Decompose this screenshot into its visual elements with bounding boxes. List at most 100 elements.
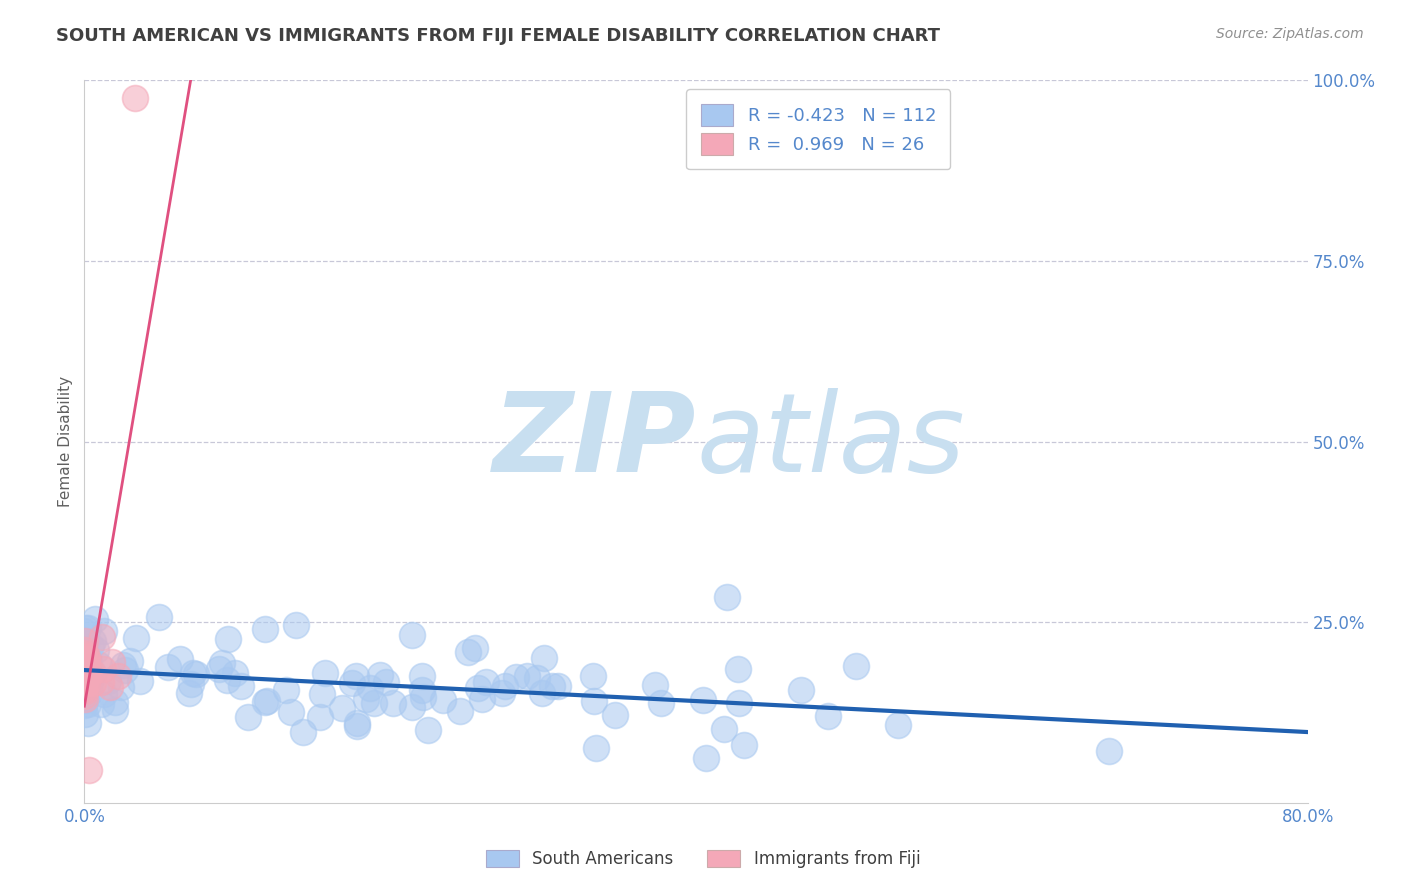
Point xyxy=(311,687,333,701)
Point xyxy=(77,664,100,678)
Point xyxy=(411,682,433,697)
Point xyxy=(75,691,97,706)
Point xyxy=(76,653,98,667)
Point xyxy=(91,662,114,676)
Point xyxy=(76,649,98,664)
Point xyxy=(73,648,96,663)
Point xyxy=(77,621,100,635)
Point xyxy=(845,659,868,673)
Point xyxy=(344,669,367,683)
Point xyxy=(125,631,148,645)
Point xyxy=(401,628,423,642)
Point xyxy=(75,674,97,689)
Point xyxy=(76,716,98,731)
Point xyxy=(90,698,112,712)
Point xyxy=(104,695,127,709)
Point xyxy=(231,679,253,693)
Point xyxy=(416,723,439,737)
Point xyxy=(582,669,605,683)
Point xyxy=(531,686,554,700)
Point xyxy=(254,695,277,709)
Point xyxy=(75,648,97,662)
Point xyxy=(82,676,104,690)
Point xyxy=(77,654,100,668)
Point xyxy=(547,679,569,693)
Point xyxy=(75,636,97,650)
Point xyxy=(98,680,121,694)
Point xyxy=(80,672,103,686)
Point xyxy=(84,643,107,657)
Point xyxy=(77,652,100,666)
Point xyxy=(184,667,207,681)
Point xyxy=(533,651,555,665)
Point xyxy=(346,716,368,731)
Point xyxy=(77,697,100,711)
Point xyxy=(93,624,115,638)
Y-axis label: Female Disability: Female Disability xyxy=(58,376,73,508)
Point xyxy=(73,693,96,707)
Legend: South Americans, Immigrants from Fiji: South Americans, Immigrants from Fiji xyxy=(479,843,927,875)
Point xyxy=(177,686,200,700)
Point xyxy=(692,693,714,707)
Point xyxy=(432,693,454,707)
Point xyxy=(585,741,607,756)
Point xyxy=(77,764,100,778)
Point xyxy=(77,673,100,687)
Point xyxy=(104,703,127,717)
Point xyxy=(101,655,124,669)
Point xyxy=(73,624,96,638)
Point xyxy=(215,673,238,688)
Point xyxy=(309,710,332,724)
Point xyxy=(374,675,396,690)
Point xyxy=(887,717,910,731)
Point xyxy=(363,696,385,710)
Point xyxy=(716,590,738,604)
Point xyxy=(217,632,239,647)
Point xyxy=(644,678,666,692)
Point xyxy=(148,610,170,624)
Point xyxy=(76,652,98,666)
Point xyxy=(97,674,120,689)
Point xyxy=(695,750,717,764)
Point xyxy=(111,657,134,672)
Point xyxy=(73,706,96,721)
Point xyxy=(727,662,749,676)
Point xyxy=(603,707,626,722)
Text: atlas: atlas xyxy=(696,388,965,495)
Point xyxy=(650,696,672,710)
Point xyxy=(118,654,141,668)
Point xyxy=(368,668,391,682)
Point xyxy=(526,671,548,685)
Point xyxy=(75,633,97,648)
Point xyxy=(124,91,146,105)
Point xyxy=(354,692,377,706)
Point xyxy=(790,683,813,698)
Point xyxy=(114,663,136,677)
Point xyxy=(73,681,96,696)
Point xyxy=(505,670,527,684)
Point xyxy=(208,662,231,676)
Point xyxy=(280,706,302,720)
Point xyxy=(346,719,368,733)
Point xyxy=(728,697,751,711)
Point xyxy=(79,667,101,681)
Point xyxy=(330,700,353,714)
Point xyxy=(449,704,471,718)
Point xyxy=(314,666,336,681)
Point xyxy=(76,665,98,679)
Point xyxy=(224,665,246,680)
Point xyxy=(516,668,538,682)
Point xyxy=(84,612,107,626)
Point xyxy=(181,665,204,680)
Point xyxy=(76,662,98,676)
Point xyxy=(82,634,104,648)
Point xyxy=(541,679,564,693)
Point xyxy=(87,658,110,673)
Point xyxy=(494,679,516,693)
Point xyxy=(79,639,101,653)
Point xyxy=(73,668,96,682)
Text: Source: ZipAtlas.com: Source: ZipAtlas.com xyxy=(1216,27,1364,41)
Point xyxy=(76,676,98,690)
Point xyxy=(359,681,381,695)
Point xyxy=(412,690,434,704)
